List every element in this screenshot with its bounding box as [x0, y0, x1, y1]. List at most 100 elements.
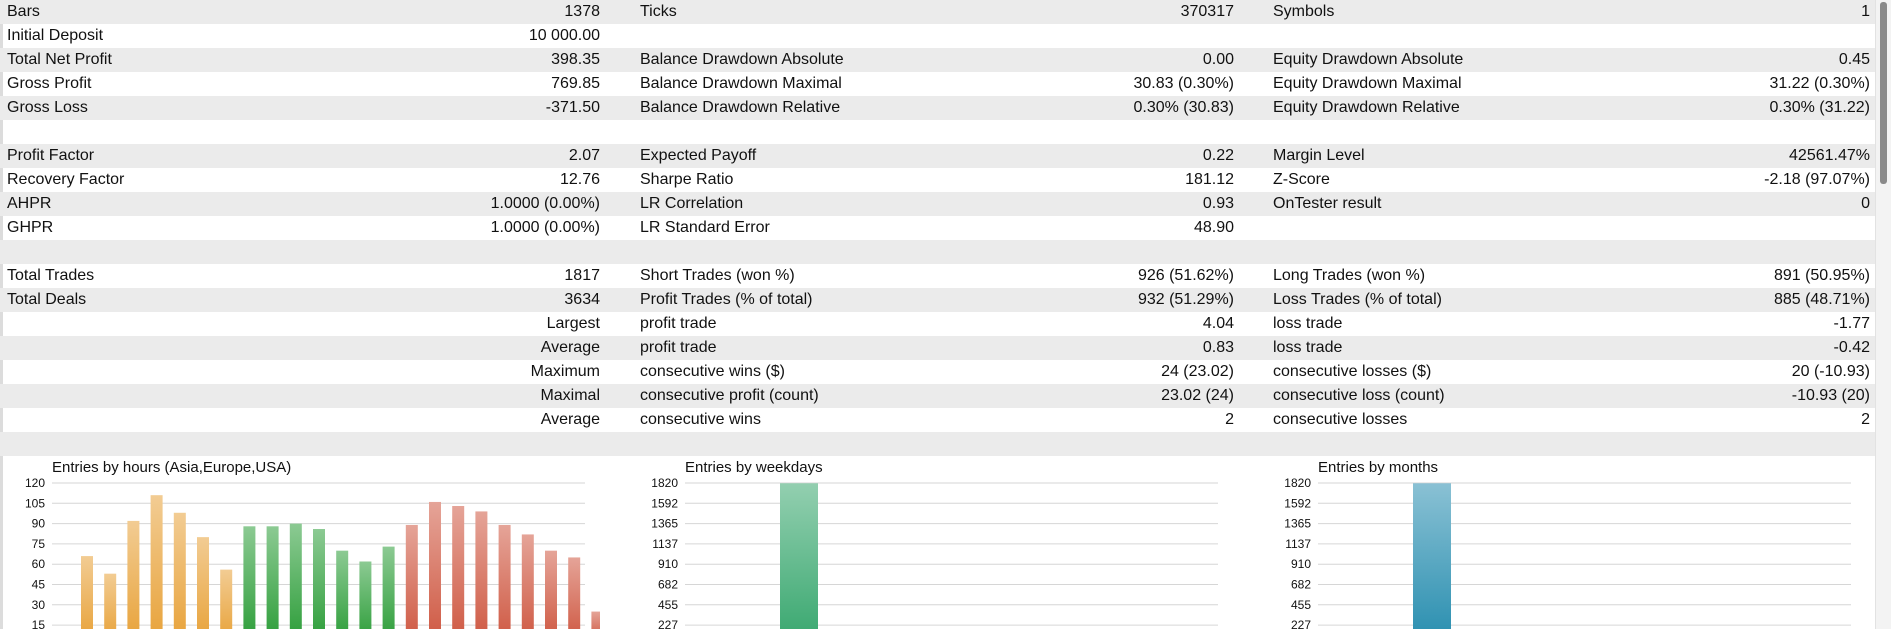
- row-label-col2: consecutive profit (count): [640, 387, 819, 404]
- y-tick-label: 910: [658, 557, 678, 571]
- row-value-col2: 0.83: [1202, 339, 1234, 356]
- chart-entries-by-hours: 120 105 90 75 60 45 30 15 Entries by hours (Asi…: [0, 452, 600, 629]
- row-label-col3: Margin Level: [1273, 147, 1365, 164]
- row-label-col3: consecutive loss (count): [1273, 387, 1445, 404]
- row-value-col3: 20 (-10.93): [1791, 363, 1870, 380]
- row-value-col2: 0.22: [1202, 147, 1234, 164]
- y-tick-label: 1820: [1284, 476, 1311, 490]
- row-label-col3: Equity Drawdown Absolute: [1273, 51, 1464, 68]
- row-label-col3: Long Trades (won %): [1273, 267, 1426, 284]
- row-value-col3: 1: [1861, 3, 1870, 20]
- row-value-col2: 0.93: [1202, 195, 1234, 212]
- report-row: Largest profit trade 4.04 loss trade -1.77: [0, 312, 1876, 336]
- row-value-col1: Average: [540, 411, 600, 428]
- row-value-col1: Largest: [546, 315, 600, 332]
- chart-bar: [452, 506, 465, 629]
- report-row: Gross Profit 769.85 Balance Drawdown Maxim…: [0, 72, 1876, 96]
- y-tick-label: 455: [658, 598, 678, 612]
- report-row: [0, 120, 1876, 144]
- vertical-scrollbar[interactable]: [1875, 0, 1891, 629]
- chart-bar: [197, 537, 209, 629]
- row-label-col3: Equity Drawdown Maximal: [1273, 75, 1462, 92]
- chart-bar: [243, 526, 256, 629]
- chart-bar: [150, 495, 163, 629]
- row-value-col1: Average: [540, 339, 600, 356]
- y-tick-label: 910: [1291, 557, 1311, 571]
- report-row: Gross Loss -371.50 Balance Drawdown Relati…: [0, 96, 1876, 120]
- row-value-col1: 1.0000 (0.00%): [490, 195, 600, 212]
- chart-plot: 120 105 90 75 60 45 30 15: [25, 476, 600, 629]
- row-label-col2: Short Trades (won %): [640, 267, 795, 284]
- row-label-col3: Symbols: [1273, 3, 1335, 20]
- chart-bar: [1413, 483, 1451, 629]
- row-value-col1: 398.35: [551, 51, 600, 68]
- chart-bar: [336, 550, 349, 629]
- row-label-col1: Initial Deposit: [7, 27, 104, 44]
- row-value-col1: 10 000.00: [528, 27, 600, 44]
- report-row: [0, 240, 1876, 264]
- chart-bar: [521, 534, 534, 629]
- chart-bar: [475, 511, 488, 629]
- row-label-col2: Balance Drawdown Relative: [640, 99, 841, 116]
- row-label-col1: AHPR: [7, 195, 52, 212]
- y-tick-label: 1365: [651, 517, 678, 531]
- report-row: Maximal consecutive profit (count) 23.02 (…: [0, 384, 1876, 408]
- row-label-col1: Profit Factor: [7, 147, 95, 164]
- row-value-col1: Maximum: [530, 363, 600, 380]
- report-row: Recovery Factor 12.76 Sharpe Ratio 181.12 Z-…: [0, 168, 1876, 192]
- row-label-col3: Equity Drawdown Relative: [1273, 99, 1460, 116]
- chart-bar: [382, 546, 395, 629]
- row-value-col1: 1.0000 (0.00%): [490, 219, 600, 236]
- row-label-col1: Bars: [7, 3, 40, 20]
- chart-title: Entries by months: [1318, 459, 1439, 476]
- row-value-col3: -0.42: [1833, 339, 1870, 356]
- row-label-col3: consecutive losses: [1273, 411, 1408, 428]
- row-label-col2: Expected Payoff: [640, 147, 757, 164]
- row-label-col2: Profit Trades (% of total): [640, 291, 813, 308]
- y-tick-label: 75: [32, 537, 46, 551]
- y-tick-label: 227: [1291, 618, 1311, 629]
- y-tick-label: 682: [658, 578, 678, 592]
- chart-bar: [313, 529, 325, 629]
- row-value-col2: 23.02 (24): [1161, 387, 1234, 404]
- row-value-col2: 0.00: [1202, 51, 1234, 68]
- y-tick-label: 105: [25, 496, 45, 510]
- report-row: Maximum consecutive wins ($) 24 (23.02) con…: [0, 360, 1876, 384]
- y-tick-label: 1592: [1284, 496, 1311, 510]
- row-value-col3: 885 (48.71%): [1773, 291, 1870, 308]
- row-label-col3: Loss Trades (% of total): [1273, 291, 1442, 308]
- row-value-col3: 891 (50.95%): [1773, 267, 1870, 284]
- scrollbar-thumb[interactable]: [1880, 2, 1887, 184]
- report-row: Total Trades 1817 Short Trades (won %) 926 …: [0, 264, 1876, 288]
- y-tick-label: 1137: [652, 537, 678, 551]
- row-value-col1: 769.85: [551, 75, 600, 92]
- row-value-col2: 932 (51.29%): [1137, 291, 1234, 308]
- chart-title: Entries by hours (Asia,Europe,USA): [52, 459, 292, 476]
- chart-bar: [498, 524, 511, 629]
- chart-bar: [104, 573, 117, 629]
- row-value-col1: 12.76: [559, 171, 600, 188]
- row-value-col3: 42561.47%: [1789, 147, 1870, 164]
- row-label-col1: Recovery Factor: [7, 171, 125, 188]
- row-value-col3: -10.93 (20): [1791, 387, 1870, 404]
- y-tick-label: 455: [1291, 598, 1311, 612]
- row-value-col2: 181.12: [1185, 171, 1234, 188]
- y-tick-label: 90: [32, 517, 46, 531]
- row-value-col2: 370317: [1180, 3, 1234, 20]
- row-value-col3: -2.18 (97.07%): [1764, 171, 1870, 188]
- y-tick-label: 682: [1291, 578, 1311, 592]
- row-label-col2: profit trade: [640, 339, 717, 356]
- row-value-col1: Maximal: [540, 387, 600, 404]
- chart-bar: [266, 526, 279, 629]
- row-value-col3: 31.22 (0.30%): [1769, 75, 1870, 92]
- report-row: GHPR 1.0000 (0.00%) LR Standard Error 48.90: [0, 216, 1876, 240]
- chart-bar: [220, 569, 233, 629]
- y-tick-label: 227: [658, 618, 678, 629]
- chart-bar: [359, 561, 372, 629]
- chart-bar: [545, 550, 557, 629]
- row-value-col2: 24 (23.02): [1161, 363, 1234, 380]
- row-value-col2: 0.30% (30.83): [1133, 99, 1234, 116]
- row-value-col1: 1817: [564, 267, 600, 284]
- row-value-col1: -371.50: [545, 99, 600, 116]
- chart-bar: [780, 483, 818, 629]
